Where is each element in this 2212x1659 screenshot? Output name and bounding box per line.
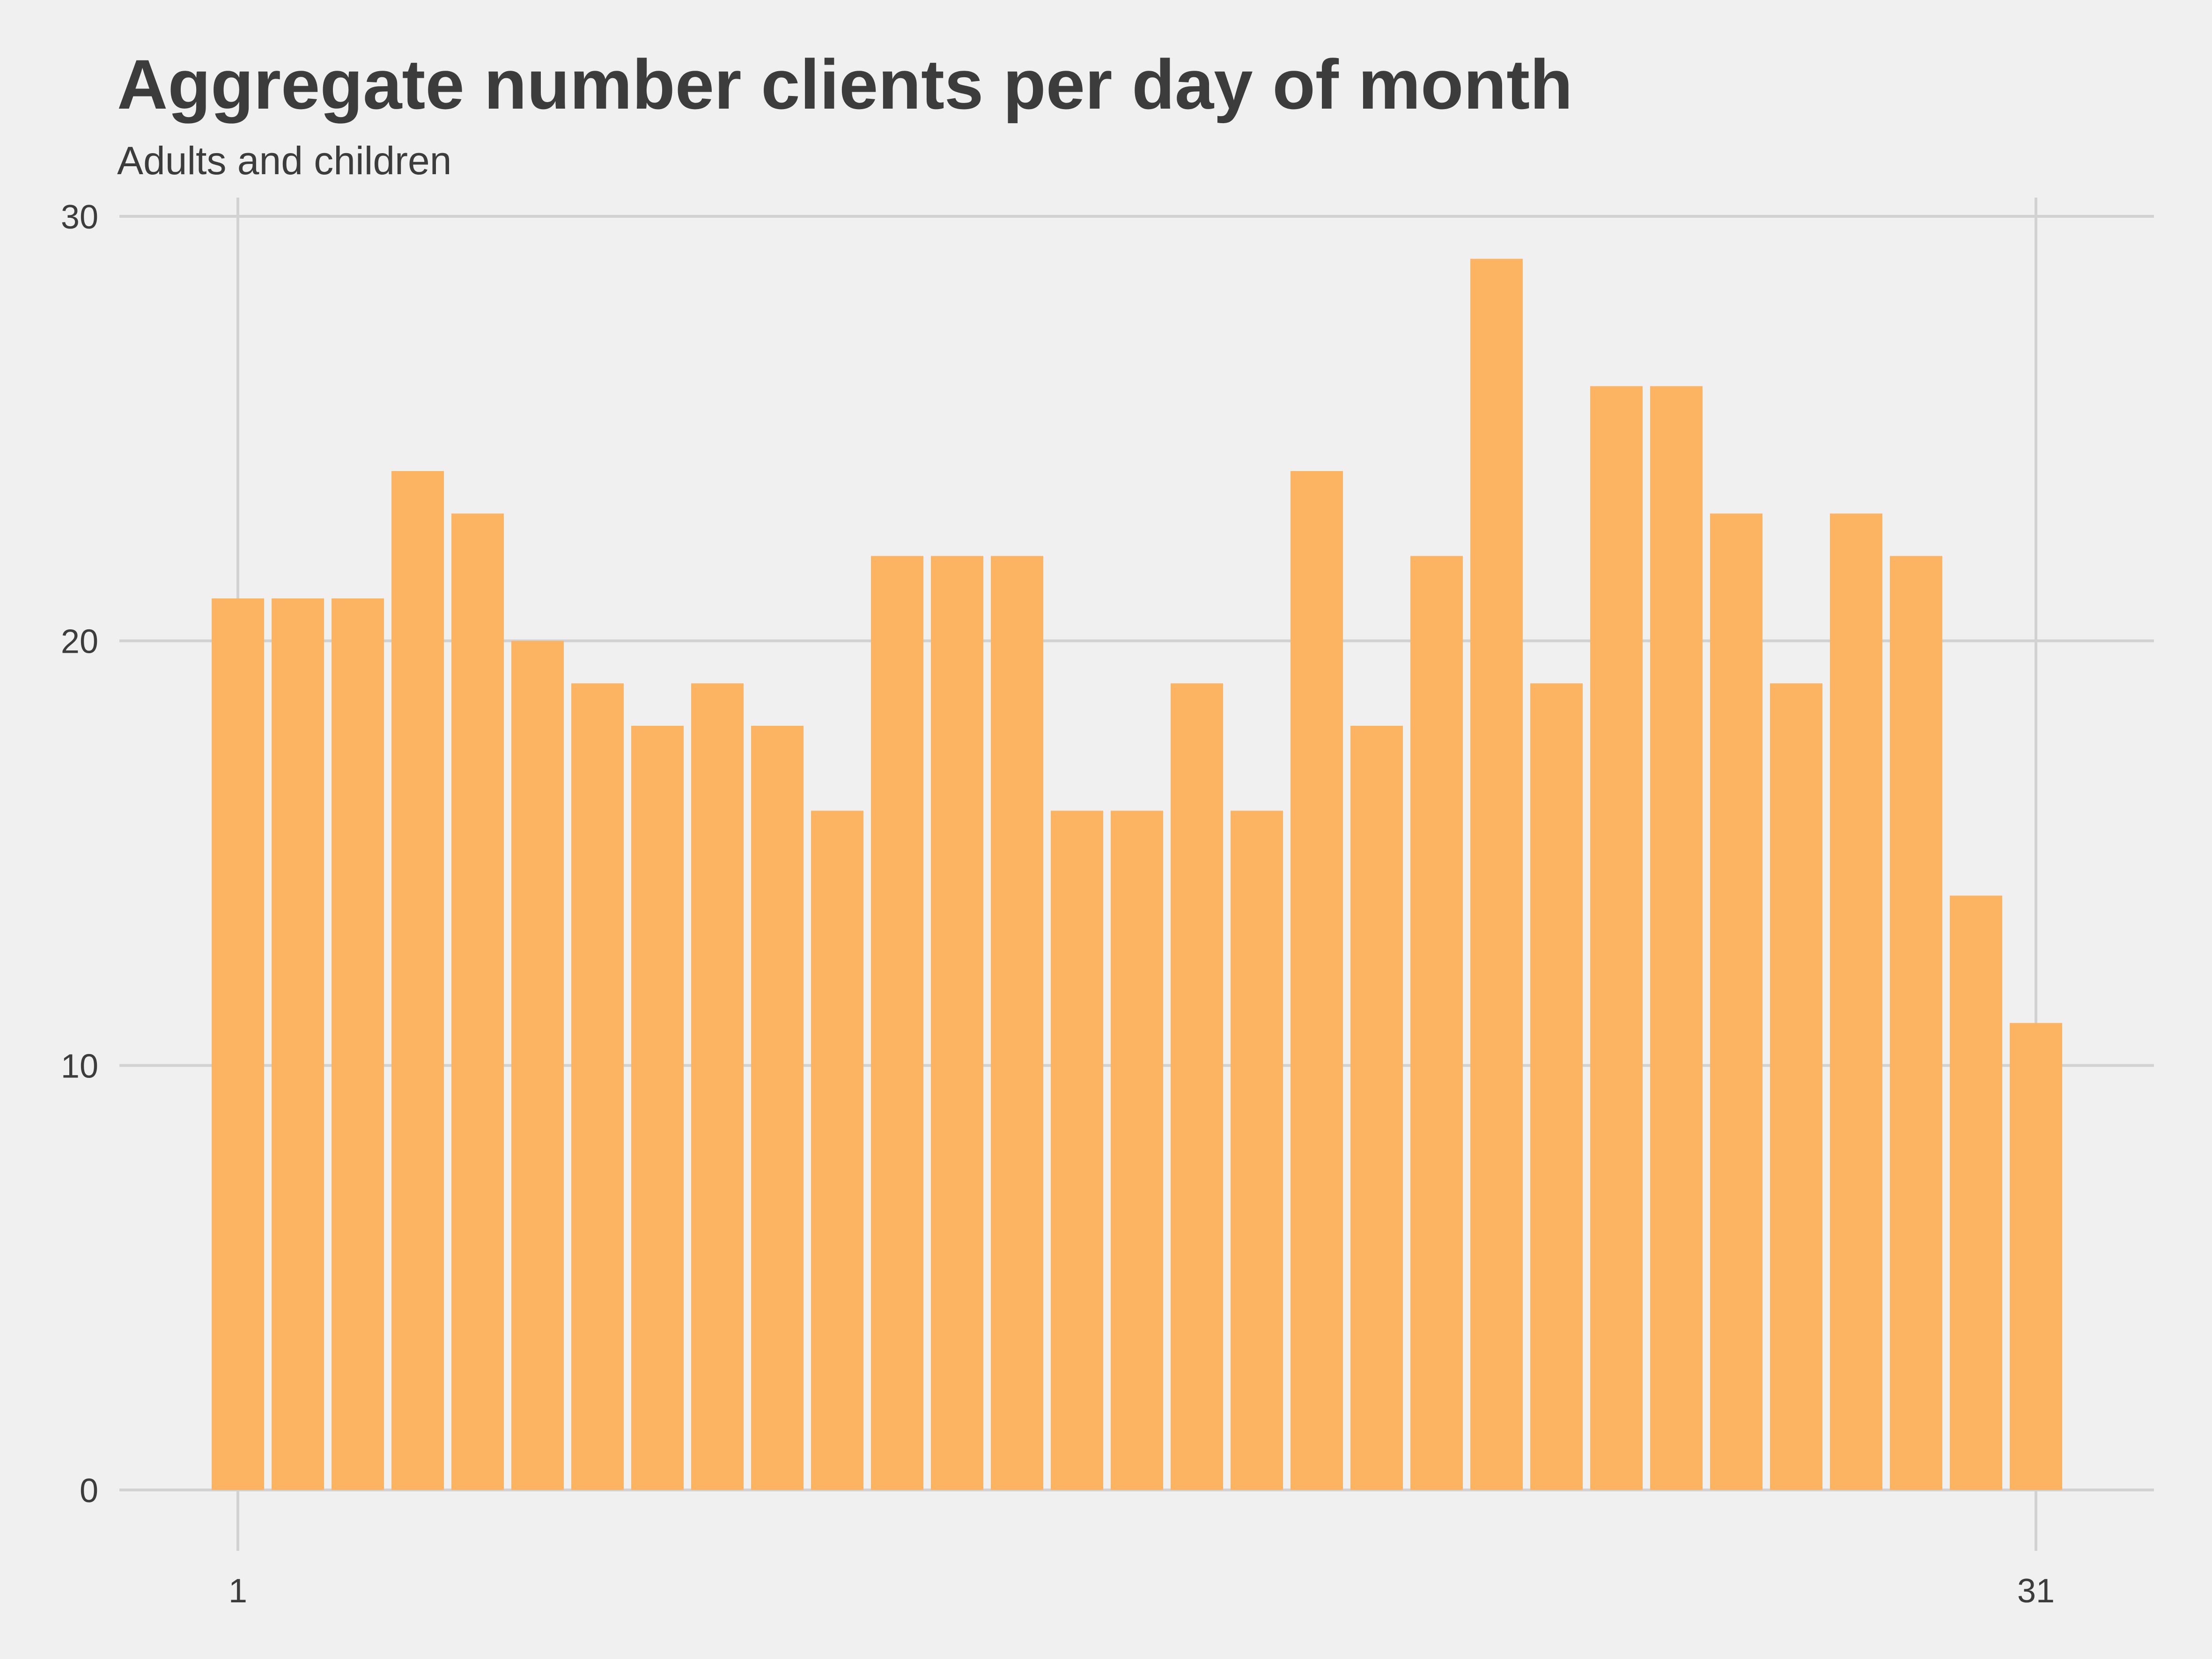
bar-day-4 [391,471,444,1490]
bar-day-22 [1470,258,1523,1490]
bar-day-23 [1530,683,1583,1490]
x-tick-label: 1 [229,1572,247,1610]
y-tick-label: 20 [61,623,98,661]
bars [212,258,2062,1490]
bar-day-5 [451,513,504,1490]
bar-day-26 [1710,513,1762,1490]
bar-day-24 [1590,386,1643,1490]
bar-day-12 [871,556,923,1490]
bar-day-11 [811,811,863,1490]
chart-title: Aggregate number clients per day of mont… [117,45,1573,124]
bar-day-7 [571,683,624,1490]
bar-day-2 [272,598,324,1490]
bar-day-28 [1830,513,1882,1490]
bar-day-1 [212,598,264,1490]
bar-day-29 [1890,556,1942,1490]
bar-day-18 [1231,811,1283,1490]
y-tick-label: 30 [61,199,98,236]
bar-day-9 [691,683,744,1490]
bar-day-6 [511,641,564,1490]
bar-day-17 [1171,683,1223,1490]
bar-day-27 [1770,683,1822,1490]
bar-day-16 [1111,811,1163,1490]
bar-day-21 [1410,556,1463,1490]
bar-day-10 [751,726,804,1490]
y-tick-label: 0 [80,1472,98,1510]
chart-subtitle: Adults and children [117,139,451,183]
x-tick-label: 31 [2017,1572,2055,1610]
y-tick-label: 10 [61,1047,98,1085]
bar-day-19 [1290,471,1343,1490]
bar-day-14 [991,556,1043,1490]
tick-labels: 0 10 20 30 1 31 [61,199,2055,1610]
bar-day-30 [1950,895,2002,1490]
bar-day-20 [1350,726,1403,1490]
bar-day-8 [631,726,684,1490]
bar-day-15 [1051,811,1103,1490]
bar-day-13 [931,556,983,1490]
bar-day-25 [1650,386,1703,1490]
bar-day-3 [332,598,384,1490]
bar-day-31 [2010,1023,2062,1490]
